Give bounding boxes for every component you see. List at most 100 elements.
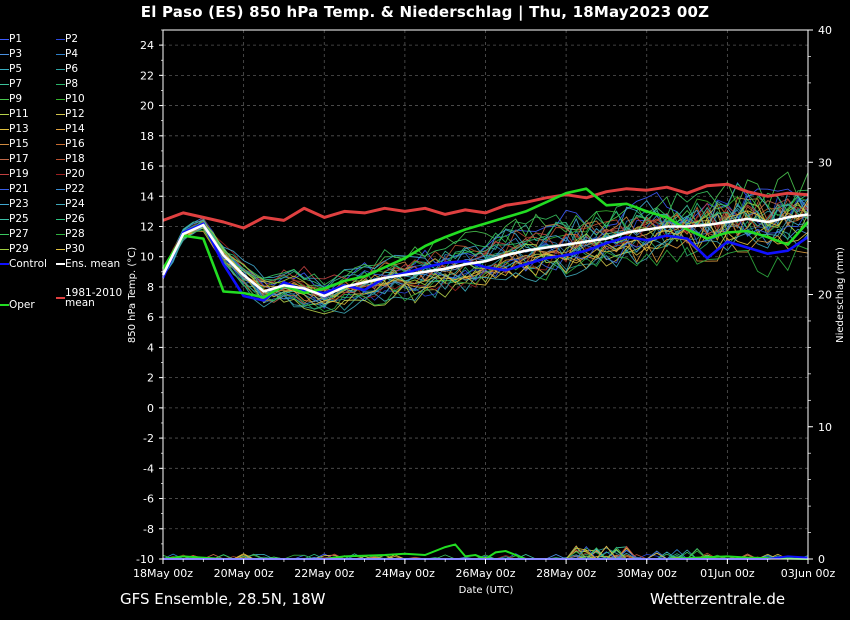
legend-swatch xyxy=(56,248,65,250)
x-tick-label: 24May 00z xyxy=(375,567,435,580)
y-tick-label: 14 xyxy=(140,190,154,203)
y2-tick-label: 30 xyxy=(818,156,832,169)
legend-swatch xyxy=(0,188,9,190)
legend-item: P29 xyxy=(0,242,29,256)
legend-swatch xyxy=(0,38,9,40)
y-tick-label: -10 xyxy=(136,553,154,566)
ensemble-member-line xyxy=(162,200,809,305)
legend-item: P24 xyxy=(56,197,85,211)
legend-item: Control xyxy=(0,257,47,271)
x-tick-label: 26May 00z xyxy=(455,567,515,580)
legend-swatch xyxy=(0,233,9,235)
legend-label: P3 xyxy=(9,48,23,60)
legend-label: P10 xyxy=(65,93,85,105)
footer-model-info: GFS Ensemble, 28.5N, 18W xyxy=(120,590,326,608)
legend-label: P18 xyxy=(65,153,85,165)
legend-swatch xyxy=(0,218,9,220)
legend-label: P9 xyxy=(9,93,23,105)
legend-label: P29 xyxy=(9,243,29,255)
legend-swatch xyxy=(0,263,9,265)
legend-label: P13 xyxy=(9,123,29,135)
y-tick-label: 16 xyxy=(140,160,154,173)
legend-swatch xyxy=(56,233,65,235)
x-tick-label: 20May 00z xyxy=(214,567,274,580)
y2-axis-label: Niederschlag (mm) xyxy=(835,247,846,343)
chart-title: El Paso (ES) 850 hPa Temp. & Niederschla… xyxy=(140,3,710,21)
1981-2010-mean-line xyxy=(162,182,809,230)
legend-item: P21 xyxy=(0,182,29,196)
legend-swatch xyxy=(56,38,65,40)
legend-swatch xyxy=(56,158,65,160)
ensemble-member-line xyxy=(162,229,809,313)
legend-swatch xyxy=(0,173,9,175)
legend-item: P16 xyxy=(56,137,85,151)
legend-item: P18 xyxy=(56,152,85,166)
ensemble-member-line xyxy=(162,198,809,292)
y-tick-label: 10 xyxy=(140,251,154,264)
legend-swatch xyxy=(56,53,65,55)
legend-item: P1 xyxy=(0,32,22,46)
y-tick-label: 24 xyxy=(140,39,154,52)
legend-label: P20 xyxy=(65,168,85,180)
y-tick-label: 22 xyxy=(140,69,154,82)
x-tick-label: 28May 00z xyxy=(536,567,596,580)
legend-swatch xyxy=(56,143,65,145)
legend-item: P3 xyxy=(0,47,22,61)
legend-item: P2 xyxy=(56,32,78,46)
legend-swatch xyxy=(56,68,65,70)
legend-label: 1981-2010 mean xyxy=(65,287,123,309)
footer-site: Wetterzentrale.de xyxy=(650,590,786,608)
main-series xyxy=(161,182,809,302)
x-tick-label: 30May 00z xyxy=(617,567,677,580)
legend-item: P25 xyxy=(0,212,29,226)
y2-tick-label: 40 xyxy=(818,24,832,37)
y-tick-label: 12 xyxy=(140,220,154,233)
legend-item: P28 xyxy=(56,227,85,241)
legend-swatch xyxy=(56,263,65,265)
y-tick-label: 8 xyxy=(147,281,154,294)
y2-tick-label: 10 xyxy=(818,421,832,434)
legend-item: P30 xyxy=(56,242,85,256)
legend-label: P11 xyxy=(9,108,29,120)
y-tick-label: 20 xyxy=(140,100,154,113)
y-axis-label: 850 hPa Temp. (°C) xyxy=(127,247,138,343)
legend-swatch xyxy=(56,128,65,130)
legend-item: P22 xyxy=(56,182,85,196)
legend-label: P12 xyxy=(65,108,85,120)
y-tick-label: 0 xyxy=(147,402,154,415)
legend-label: P22 xyxy=(65,183,85,195)
legend-swatch xyxy=(56,297,65,299)
legend-swatch xyxy=(56,113,65,115)
legend-swatch xyxy=(56,83,65,85)
legend-item: P13 xyxy=(0,122,29,136)
y2-tick-label: 0 xyxy=(818,553,825,566)
legend-label: Control xyxy=(9,258,47,270)
oper-line xyxy=(161,187,809,299)
legend-item: P5 xyxy=(0,62,22,76)
legend-item: Oper xyxy=(0,298,35,312)
y-tick-label: -6 xyxy=(143,493,154,506)
legend-swatch xyxy=(0,83,9,85)
legend-label: P15 xyxy=(9,138,29,150)
legend-label: P5 xyxy=(9,63,23,75)
x-axis-label: Date (UTC) xyxy=(459,585,514,596)
legend-label: P1 xyxy=(9,33,23,45)
legend-label: P16 xyxy=(65,138,85,150)
ens-mean-line xyxy=(161,213,809,298)
ensemble-member-line xyxy=(162,192,809,290)
y-tick-label: -4 xyxy=(143,462,154,475)
legend-swatch xyxy=(0,304,9,306)
legend-item: P9 xyxy=(0,92,22,106)
y-tick-label: 6 xyxy=(147,311,154,324)
legend-swatch xyxy=(0,98,9,100)
legend-label: P21 xyxy=(9,183,29,195)
legend-label: P19 xyxy=(9,168,29,180)
legend: P1 P2 P3 P4 P5 P6 P7 P8 P9 P10 P11 P12 P13 P14 P15 P16 P… xyxy=(0,32,135,322)
y-tick-label: 4 xyxy=(147,341,154,354)
legend-swatch xyxy=(56,218,65,220)
legend-label: P30 xyxy=(65,243,85,255)
legend-label: P25 xyxy=(9,213,29,225)
legend-label: P28 xyxy=(65,228,85,240)
legend-label: P26 xyxy=(65,213,85,225)
legend-swatch xyxy=(0,53,9,55)
